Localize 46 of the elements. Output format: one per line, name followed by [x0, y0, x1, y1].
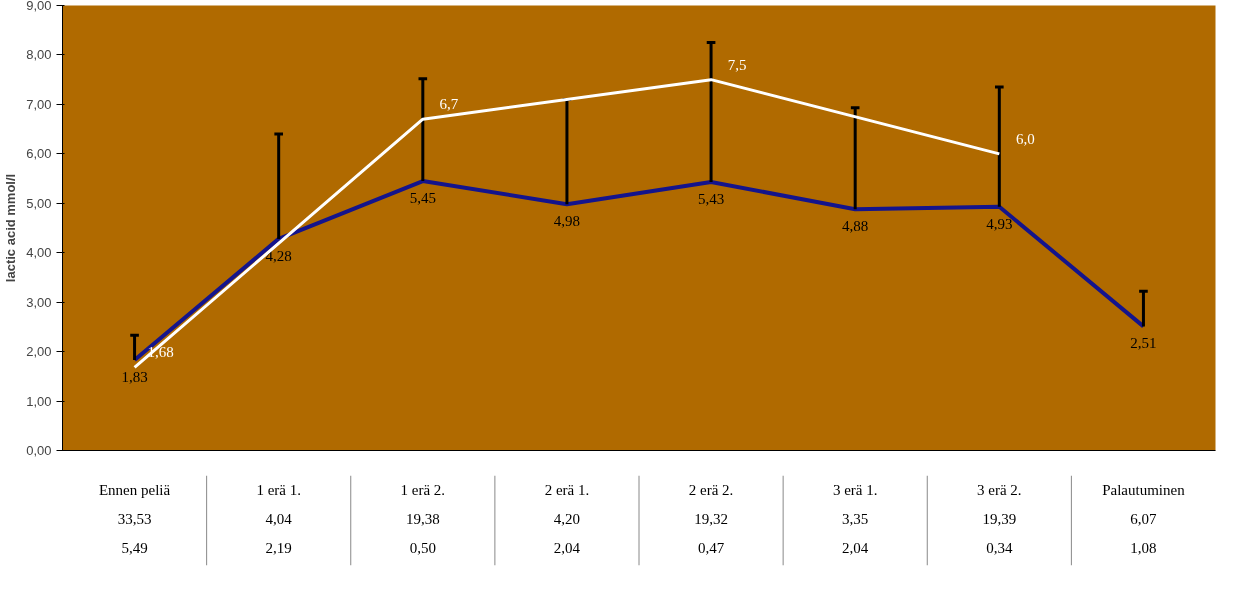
y-tick-label: 1,00: [26, 393, 52, 409]
text: 33,53: [117, 511, 152, 528]
y-tick-label: 5,00: [26, 195, 52, 211]
data-label: 6,7: [439, 96, 459, 113]
y-axis-title: lactic acid mmol/l: [3, 173, 19, 283]
data-label: 2,51: [1130, 335, 1157, 352]
y-tick-label: 6,00: [26, 146, 52, 162]
data-label: 7,5: [727, 56, 747, 73]
x-tick-label: 2 erä 1.: [544, 482, 590, 499]
data-label: 4,93: [986, 215, 1013, 232]
text: 3,35: [842, 511, 869, 528]
text: 0,47: [697, 540, 725, 557]
x-tick-label: Ennen peliä: [98, 482, 171, 499]
text: 2,19: [265, 540, 292, 557]
text: 1,08: [1130, 540, 1157, 557]
y-tick-label: 8,00: [26, 47, 52, 63]
data-label: 4,28: [265, 247, 292, 264]
text: 5,49: [121, 540, 148, 557]
data-label: 6,0: [1015, 130, 1035, 147]
x-tick-label: 1 erä 1.: [256, 482, 301, 499]
x-tick-label: 3 erä 2.: [977, 482, 1022, 499]
y-tick-label: 2,00: [26, 344, 52, 360]
y-tick-label: 7,00: [26, 96, 52, 112]
x-tick-label: 2 erä 2.: [688, 482, 734, 499]
text: 19,32: [694, 511, 728, 528]
y-tick-label: 3,00: [26, 294, 52, 310]
data-label: 5,43: [697, 191, 725, 208]
text: 6,07: [1130, 511, 1158, 528]
text: 2,04: [842, 540, 869, 557]
data-label: 4,98: [553, 213, 581, 230]
x-tick-label: Palautuminen: [1102, 482, 1186, 499]
x-tick-label: 1 erä 2.: [400, 482, 446, 499]
x-tick-label: 3 erä 1.: [832, 482, 878, 499]
text: 0,34: [986, 540, 1013, 557]
y-tick-label: 4,00: [26, 245, 52, 261]
text: 2,04: [553, 540, 581, 557]
data-label: 1,83: [121, 369, 148, 386]
text: 19,38: [405, 511, 440, 528]
data-label: 4,88: [842, 218, 869, 235]
y-tick-label: 9,00: [26, 0, 52, 13]
y-tick-label: 0,00: [26, 443, 52, 458]
text: 19,39: [982, 511, 1017, 528]
text: 4,04: [265, 511, 293, 528]
text: 4,20: [553, 511, 581, 528]
data-label: 5,45: [409, 190, 436, 207]
text: 0,50: [409, 540, 436, 557]
